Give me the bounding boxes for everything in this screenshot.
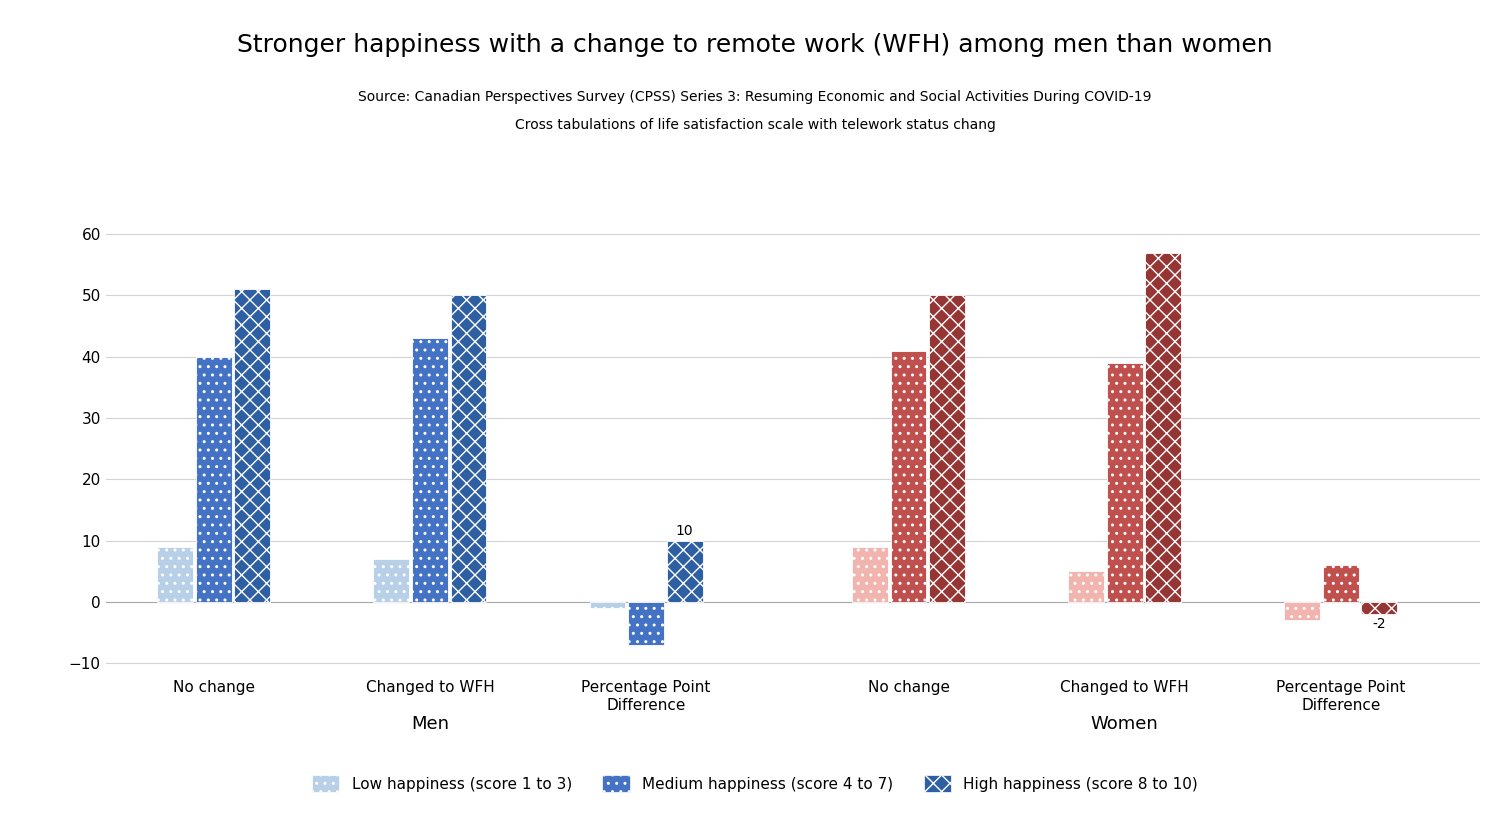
Text: Men: Men	[411, 716, 448, 733]
Bar	[1068, 571, 1104, 602]
Bar	[196, 357, 231, 602]
Bar	[1146, 252, 1181, 602]
Text: Women: Women	[1090, 716, 1158, 733]
Text: 10: 10	[676, 523, 693, 538]
Text: Cross tabulations of life satisfaction scale with telework status chang: Cross tabulations of life satisfaction s…	[515, 118, 995, 132]
Bar	[628, 602, 664, 645]
Text: Source: Canadian Perspectives Survey (CPSS) Series 3: Resuming Economic and Soci: Source: Canadian Perspectives Survey (CP…	[358, 90, 1152, 103]
Text: -2: -2	[1373, 617, 1386, 632]
Bar	[667, 540, 702, 602]
Bar	[1285, 602, 1320, 620]
Bar	[412, 339, 448, 602]
Bar	[589, 602, 625, 608]
Legend: Low happiness (score 1 to 3), Medium happiness (score 4 to 7), High happiness (s: Low happiness (score 1 to 3), Medium hap…	[305, 769, 1205, 799]
Bar	[891, 351, 927, 602]
Bar	[234, 289, 270, 602]
Bar	[852, 547, 888, 602]
Bar	[450, 295, 486, 602]
Bar	[1362, 602, 1397, 615]
Bar	[157, 547, 193, 602]
Bar	[1107, 363, 1143, 602]
Bar	[373, 559, 409, 602]
Bar	[1323, 565, 1359, 602]
Text: Stronger happiness with a change to remote work (WFH) among men than women: Stronger happiness with a change to remo…	[237, 33, 1273, 56]
Bar	[929, 295, 965, 602]
